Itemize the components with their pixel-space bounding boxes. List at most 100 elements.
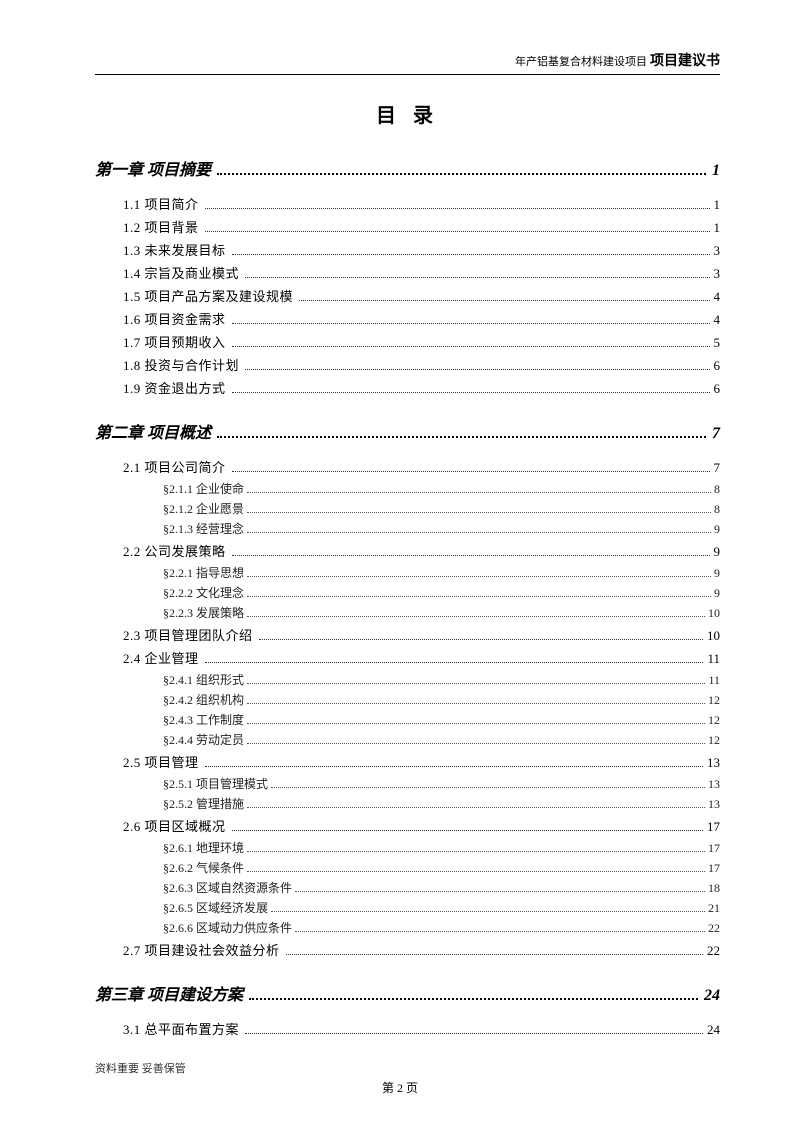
- section-page: 13: [707, 755, 720, 771]
- toc-leader: [299, 300, 709, 301]
- toc-leader: [247, 871, 705, 872]
- chapter-page: 24: [704, 987, 720, 1005]
- chapter-label: 第一章 项目摘要: [95, 156, 211, 180]
- toc-leader: [217, 436, 706, 438]
- subsection-page: 22: [708, 921, 720, 936]
- section-page: 3: [714, 243, 721, 259]
- toc-leader: [232, 254, 710, 255]
- section-page: 1: [714, 197, 721, 213]
- toc-leader: [247, 596, 711, 597]
- subsection-page: 17: [708, 861, 720, 876]
- toc-leader: [247, 616, 705, 617]
- toc-leader: [217, 173, 706, 175]
- toc-title: 目 录: [95, 99, 720, 128]
- section-page: 3: [714, 266, 721, 282]
- subsection-page: 11: [708, 673, 720, 688]
- toc-section: 2.7 项目建设社会效益分析22: [123, 940, 720, 959]
- toc-leader: [232, 346, 710, 347]
- toc-section: 2.4 企业管理11: [123, 648, 720, 667]
- section-label: 1.6 项目资金需求: [123, 309, 226, 328]
- toc-leader: [205, 766, 703, 767]
- toc-leader: [205, 231, 710, 232]
- section-page: 10: [707, 628, 720, 644]
- section-label: 2.5 项目管理: [123, 752, 199, 771]
- toc-leader: [271, 911, 705, 912]
- toc-leader: [247, 723, 705, 724]
- toc-subsection: §2.1.1 企业使命 8: [163, 480, 720, 497]
- subsection-page: 12: [708, 733, 720, 748]
- toc-subsection: §2.1.3 经营理念9: [163, 520, 720, 537]
- page-header: 年产铝基复合材料建设项目 项目建议书: [95, 50, 720, 75]
- toc-leader: [271, 787, 705, 788]
- subsection-page: 8: [714, 502, 720, 517]
- subsection-label: §2.2.3 发展策略: [163, 604, 244, 621]
- toc-subsection: §2.6.6 区域动力供应条件 22: [163, 919, 720, 936]
- section-label: 1.7 项目预期收入: [123, 332, 226, 351]
- section-label: 2.7 项目建设社会效益分析: [123, 940, 280, 959]
- subsection-page: 12: [708, 713, 720, 728]
- toc-section: 1.7 项目预期收入5: [123, 332, 720, 351]
- subsection-page: 18: [708, 881, 720, 896]
- toc-section: 1.9 资金退出方式 6: [123, 378, 720, 397]
- subsection-label: §2.6.6 区域动力供应条件: [163, 919, 292, 936]
- toc-subsection: §2.5.1 项目管理模式 13: [163, 775, 720, 792]
- section-page: 24: [707, 1022, 720, 1038]
- section-page: 4: [714, 312, 721, 328]
- toc-subsection: §2.4.1 组织形式11: [163, 671, 720, 688]
- toc-section: 3.1 总平面布置方案 24: [123, 1019, 720, 1038]
- toc-leader: [247, 851, 705, 852]
- toc-leader: [232, 830, 703, 831]
- chapter-page: 1: [712, 162, 720, 180]
- subsection-label: §2.6.3 区域自然资源条件: [163, 879, 292, 896]
- subsection-page: 13: [708, 777, 720, 792]
- subsection-label: §2.2.1 指导思想: [163, 564, 244, 581]
- toc-subsection: §2.2.2 文化理念 9: [163, 584, 720, 601]
- section-label: 3.1 总平面布置方案: [123, 1019, 239, 1038]
- subsection-page: 21: [708, 901, 720, 916]
- toc-leader: [232, 323, 710, 324]
- toc-section: 1.5 项目产品方案及建设规模4: [123, 286, 720, 305]
- subsection-label: §2.1.1 企业使命: [163, 480, 244, 497]
- toc-subsection: §2.6.3 区域自然资源条件 18: [163, 879, 720, 896]
- section-label: 1.5 项目产品方案及建设规模: [123, 286, 293, 305]
- section-label: 1.9 资金退出方式: [123, 378, 226, 397]
- section-page: 6: [714, 381, 721, 397]
- subsection-page: 8: [714, 482, 720, 497]
- subsection-page: 10: [708, 606, 720, 621]
- toc-subsection: §2.6.2 气候条件 17: [163, 859, 720, 876]
- toc-subsection: §2.2.3 发展策略 10: [163, 604, 720, 621]
- toc-leader: [247, 807, 705, 808]
- subsection-label: §2.5.2 管理措施: [163, 795, 244, 812]
- toc-chapter: 第三章 项目建设方案24: [95, 981, 720, 1005]
- toc-leader: [286, 954, 703, 955]
- toc-leader: [247, 512, 711, 513]
- toc-subsection: §2.6.5 区域经济发展 21: [163, 899, 720, 916]
- header-prefix: 年产铝基复合材料建设项目: [515, 56, 647, 68]
- section-label: 1.4 宗旨及商业模式: [123, 263, 239, 282]
- subsection-label: §2.5.1 项目管理模式: [163, 775, 268, 792]
- subsection-page: 9: [714, 586, 720, 601]
- toc-section: 2.6 项目区域概况17: [123, 816, 720, 835]
- toc-section: 2.5 项目管理 13: [123, 752, 720, 771]
- toc-section: 2.1 项目公司简介7: [123, 457, 720, 476]
- toc-leader: [247, 492, 711, 493]
- toc-leader: [245, 277, 709, 278]
- subsection-label: §2.6.2 气候条件: [163, 859, 244, 876]
- section-page: 11: [707, 651, 720, 667]
- toc-leader: [259, 639, 703, 640]
- toc-leader: [247, 743, 705, 744]
- subsection-label: §2.4.2 组织机构: [163, 691, 244, 708]
- subsection-label: §2.4.3 工作制度: [163, 711, 244, 728]
- section-page: 17: [707, 819, 720, 835]
- toc-subsection: §2.2.1 指导思想9: [163, 564, 720, 581]
- toc-section: 1.2 项目背景1: [123, 217, 720, 236]
- subsection-page: 13: [708, 797, 720, 812]
- subsection-label: §2.2.2 文化理念: [163, 584, 244, 601]
- toc-section: 1.6 项目资金需求 4: [123, 309, 720, 328]
- section-label: 2.3 项目管理团队介绍: [123, 625, 253, 644]
- toc-leader: [232, 555, 710, 556]
- subsection-label: §2.6.5 区域经济发展: [163, 899, 268, 916]
- toc-leader: [232, 392, 710, 393]
- toc-subsection: §2.5.2 管理措施 13: [163, 795, 720, 812]
- toc-leader: [247, 576, 711, 577]
